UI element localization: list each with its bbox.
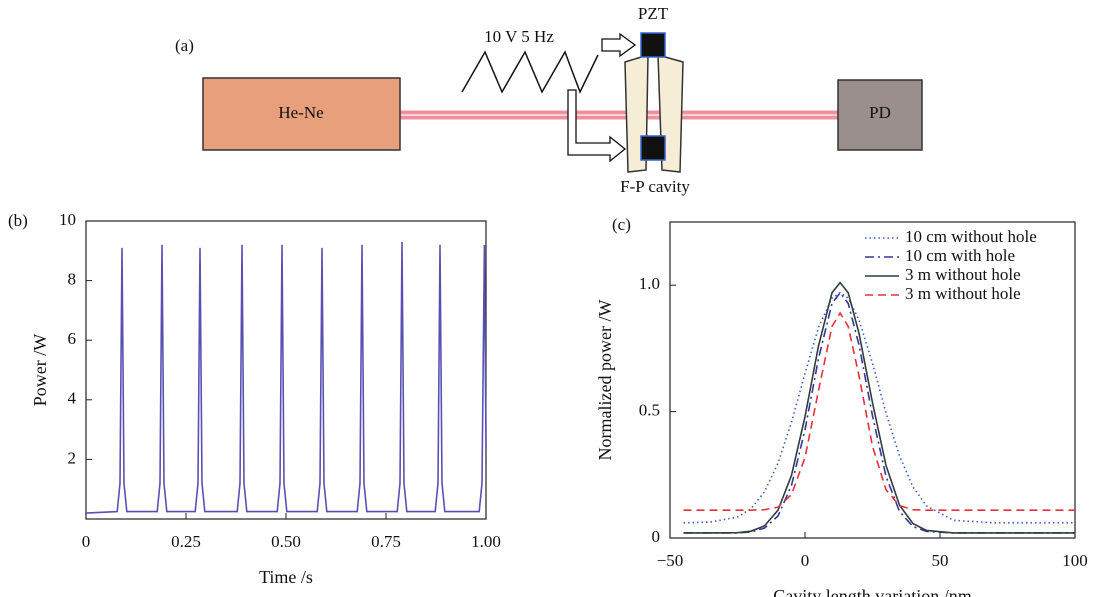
x-tick-label: 0 <box>801 551 810 570</box>
pzt-block <box>640 135 666 161</box>
y-tick-label: 2 <box>68 448 77 467</box>
panel-label: (a) <box>175 36 194 55</box>
plot-frame <box>669 221 1076 539</box>
y-axis-title: Power /W <box>30 334 50 406</box>
x-tick-label: 0 <box>82 532 91 551</box>
x-tick-label: 50 <box>932 551 949 570</box>
signal-label: 10 V 5 Hz <box>484 27 554 46</box>
x-tick-label: 0.75 <box>371 532 401 551</box>
pzt-block <box>640 32 666 58</box>
panel-label: (c) <box>612 215 631 234</box>
x-axis-title: Time /s <box>259 567 313 587</box>
legend-label: 3 m without hole <box>905 265 1021 284</box>
y-tick-label: 0 <box>652 527 661 546</box>
y-tick-label: 4 <box>68 389 77 408</box>
laser-label: He-Ne <box>278 103 323 122</box>
setup-diagram: (a) He-Ne PD 10 V 5 Hz PZT F-P cavity <box>175 4 923 196</box>
legend-label: 10 cm with hole <box>905 246 1015 265</box>
cavity-label: F-P cavity <box>620 177 690 196</box>
panel-label: (b) <box>8 211 28 230</box>
plot-frame <box>85 220 487 520</box>
sawtooth-signal <box>461 50 599 94</box>
y-tick-label: 8 <box>68 270 77 289</box>
x-tick-label: 0.50 <box>271 532 301 551</box>
legend-label: 10 cm without hole <box>905 227 1037 246</box>
legend-label: 3 m without hole <box>905 284 1021 303</box>
laser-box <box>202 77 401 151</box>
drive-arrow <box>601 32 637 58</box>
detector-label: PD <box>869 103 891 122</box>
y-tick-label: 1.0 <box>639 274 660 293</box>
x-tick-label: −50 <box>657 551 684 570</box>
y-tick-label: 0.5 <box>639 401 660 420</box>
drive-arrow <box>567 89 627 163</box>
data-line <box>85 241 487 514</box>
x-tick-label: 0.25 <box>171 532 201 551</box>
y-tick-label: 6 <box>68 329 77 348</box>
data-line <box>683 281 1075 534</box>
x-tick-label: 1.00 <box>471 532 501 551</box>
detector-box <box>837 79 923 151</box>
data-line <box>683 291 1075 534</box>
data-line <box>683 291 1075 524</box>
x-axis-title: Cavity length variation /nm <box>773 586 971 597</box>
y-axis-title: Normalized power /W <box>595 300 615 461</box>
x-tick-label: 100 <box>1062 551 1088 570</box>
y-tick-label: 10 <box>59 210 76 229</box>
pzt-label: PZT <box>638 4 669 23</box>
data-line <box>683 311 1075 511</box>
